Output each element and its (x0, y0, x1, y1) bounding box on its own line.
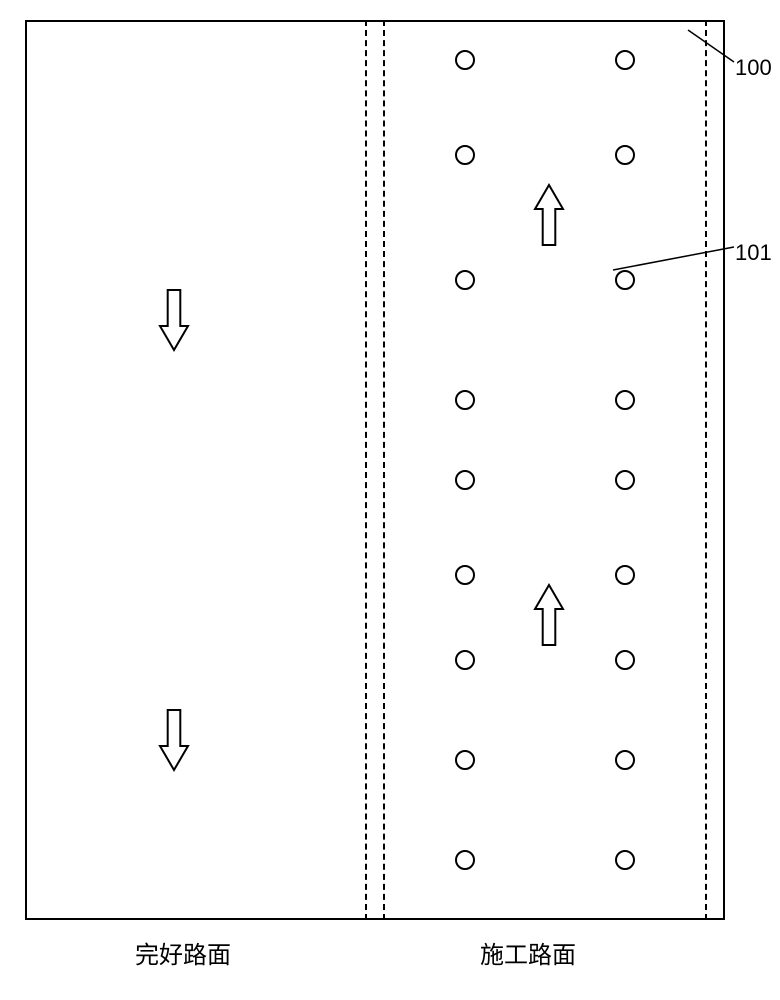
grouting-hole-icon (615, 850, 635, 870)
grouting-hole-icon (615, 50, 635, 70)
lane-divider (365, 20, 367, 920)
callout-101: 101 (735, 240, 772, 266)
grouting-hole-icon (615, 650, 635, 670)
grouting-hole-icon (455, 750, 475, 770)
lane-divider (383, 20, 385, 920)
grouting-hole-icon (455, 850, 475, 870)
grouting-hole-icon (615, 145, 635, 165)
grouting-hole-icon (615, 270, 635, 290)
grouting-hole-icon (455, 50, 475, 70)
grouting-hole-icon (615, 750, 635, 770)
callout-100: 100 (735, 55, 772, 81)
grouting-hole-icon (455, 565, 475, 585)
lane-divider (723, 20, 725, 920)
grouting-hole-icon (615, 470, 635, 490)
lane-divider (705, 20, 707, 920)
grouting-hole-icon (615, 390, 635, 410)
grouting-hole-icon (455, 145, 475, 165)
grouting-hole-icon (615, 565, 635, 585)
left-road-label: 完好路面 (135, 935, 231, 970)
grouting-hole-icon (455, 470, 475, 490)
grouting-hole-icon (455, 390, 475, 410)
grouting-hole-icon (455, 270, 475, 290)
right-road-label: 施工路面 (480, 935, 576, 970)
grouting-hole-icon (455, 650, 475, 670)
